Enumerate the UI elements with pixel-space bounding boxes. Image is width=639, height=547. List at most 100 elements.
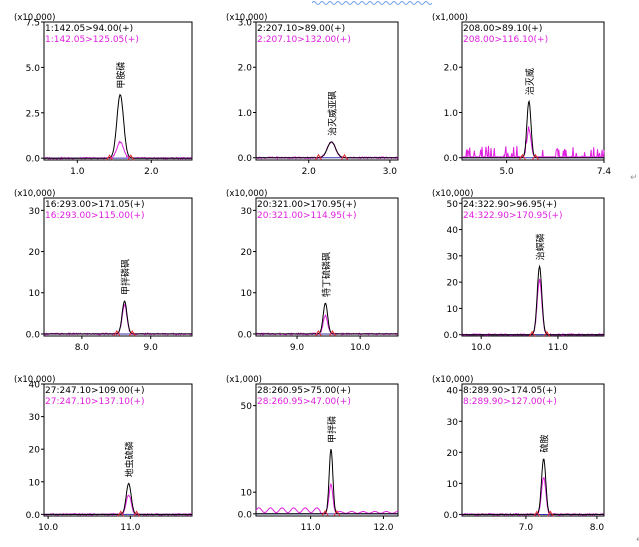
return-mark: ↵	[630, 173, 638, 183]
integration-marker	[533, 510, 541, 517]
integration-marker	[314, 329, 322, 337]
integration-marker	[106, 154, 113, 161]
integration-marker	[532, 153, 539, 160]
trace-transition-2	[43, 303, 193, 336]
integration-marker	[341, 153, 348, 160]
x-tick-label: 3.0	[383, 167, 398, 177]
y-tick-label: 20	[29, 248, 41, 258]
integration-marker	[117, 510, 125, 517]
plot-frame	[461, 21, 605, 161]
peak-annotation: 特丁硫磷砜	[320, 252, 332, 297]
y-tick-label: 2.0	[444, 64, 459, 74]
mrm-transition-1: 8:289.90>174.05(+)	[463, 386, 557, 396]
y-tick-label: 20	[447, 449, 459, 459]
mrm-transition-1: 1:142.05>94.00(+)	[45, 24, 133, 34]
mrm-transition-2: 27:247.10>137.10(+)	[45, 397, 145, 407]
mrm-transition-2: 16:293.00>115.00(+)	[45, 211, 145, 221]
y-tick-label: 0.0	[26, 330, 41, 340]
y-multiplier: (x10,000)	[432, 189, 473, 199]
x-tick-label: 8.0	[590, 523, 605, 533]
integration-marker	[528, 330, 536, 337]
mrm-transition-2: 1:142.05>125.05(+)	[45, 35, 139, 45]
x-tick-label: 10.0	[38, 523, 58, 533]
trace-transition-1	[256, 141, 398, 159]
chart-panel: 0.0 10 20 30 8.0 9.0 (x10,000)16:293.00>171.05…	[14, 189, 193, 353]
x-tick-label: 10.0	[471, 343, 491, 353]
chart-panel: 0.0 1.0 2.0 5.0 7.4 (x1,000)208.00>89.10(+)20…	[432, 13, 611, 177]
integration-marker	[128, 329, 136, 337]
x-tick-label: 2.0	[144, 167, 159, 177]
chart-panel: 0.0 10 20 30 40 10.0 11.0 (x10,000)27:247.10>10…	[14, 375, 193, 533]
plot-frame	[255, 197, 399, 337]
chart-panel: 0.0 2.5 5.0 7.5 1.0 2.0 (x10,000)1:142.05>94.0…	[14, 13, 193, 177]
y-tick-label: 0.0	[238, 510, 253, 520]
decorative-underline	[312, 1, 432, 5]
y-multiplier: (x10,000)	[432, 375, 473, 385]
y-tick-label: 50	[241, 402, 253, 412]
integration-marker	[519, 153, 526, 160]
y-tick-label: 0.0	[26, 155, 41, 165]
trace-transition-1	[44, 300, 192, 335]
plot-frame	[461, 197, 605, 337]
integration-marker	[543, 330, 551, 337]
chart-panel: 0.0 10 20 30 40 7.0 8.0 (x10,000)8:289.90>174.0…	[432, 375, 605, 533]
mrm-transition-1: 208.00>89.10(+)	[463, 24, 542, 34]
plot-frame	[255, 21, 399, 161]
integration-marker	[315, 153, 322, 160]
plot-frame	[255, 383, 399, 517]
y-tick-label: 40	[447, 387, 459, 397]
mrm-transition-1: 28:260.95>75.00(+)	[257, 386, 351, 396]
mrm-transition-1: 2:207.10>89.00(+)	[257, 24, 345, 34]
y-tick-label: 1.0	[444, 109, 459, 119]
x-tick-label: 9.0	[144, 343, 159, 353]
mrm-transition-1: 24:322.90>96.95(+)	[463, 200, 557, 210]
chart-panel: 0.0 10 20 30 9.0 10.0 (x10,000)20:321.00>170.9…	[226, 189, 399, 353]
integration-marker	[547, 510, 554, 517]
integration-marker	[333, 509, 341, 517]
peak-annotation: 治灭威	[524, 68, 536, 95]
y-tick-label: 10	[29, 289, 41, 299]
integration-marker	[329, 329, 336, 337]
y-tick-label: 0.0	[444, 511, 459, 521]
y-multiplier: (x10,000)	[14, 189, 55, 199]
peak-annotation: 甲胺磷	[115, 62, 127, 89]
y-tick-label: 10	[447, 305, 459, 315]
trace-transition-2	[256, 313, 399, 336]
y-tick-label: 5.0	[26, 64, 41, 74]
mrm-transition-2: 2:207.10>132.00(+)	[257, 35, 351, 45]
y-tick-label: 2.0	[238, 64, 253, 74]
mrm-transition-2: 28:260.95>47.00(+)	[257, 397, 351, 407]
x-tick-label: 10.0	[350, 343, 370, 353]
x-tick-label: 5.0	[499, 167, 514, 177]
y-tick-label: 10	[241, 489, 253, 499]
y-tick-label: 30	[29, 413, 41, 423]
peak-annotation: 地虫硫磷	[124, 441, 136, 477]
x-tick-label: 11.0	[301, 523, 321, 533]
y-tick-label: 20	[241, 248, 253, 258]
y-tick-label: 0.0	[444, 331, 459, 341]
return-mark: ↵	[636, 535, 639, 545]
y-tick-label: 0.0	[238, 154, 253, 164]
integration-marker	[127, 154, 135, 161]
mrm-transition-2: 20:321.00>114.95(+)	[257, 211, 357, 221]
y-multiplier: (x10,000)	[226, 189, 267, 199]
peak-annotation: 治螟磷	[535, 233, 547, 260]
trace-transition-1	[44, 93, 192, 159]
x-tick-label: 11.0	[120, 523, 140, 533]
y-multiplier: (x10,000)	[226, 13, 267, 23]
y-tick-label: 20	[447, 279, 459, 289]
y-tick-label: 7.5	[26, 19, 40, 29]
x-tick-label: 9.0	[290, 343, 305, 353]
x-tick-label: 7.0	[519, 523, 534, 533]
x-tick-label: 1.0	[70, 167, 85, 177]
y-tick-label: 10	[29, 478, 41, 488]
peak-annotation: 甲拌磷	[326, 416, 338, 443]
trace-transition-2	[461, 476, 605, 517]
plot-frame	[43, 197, 193, 337]
mrm-transition-1: 27:247.10>109.00(+)	[45, 386, 145, 396]
mrm-transition-2: 208.00>116.10(+)	[463, 35, 548, 45]
y-tick-label: 3.0	[238, 19, 253, 29]
integration-marker	[113, 329, 121, 337]
plot-frame	[461, 383, 605, 517]
